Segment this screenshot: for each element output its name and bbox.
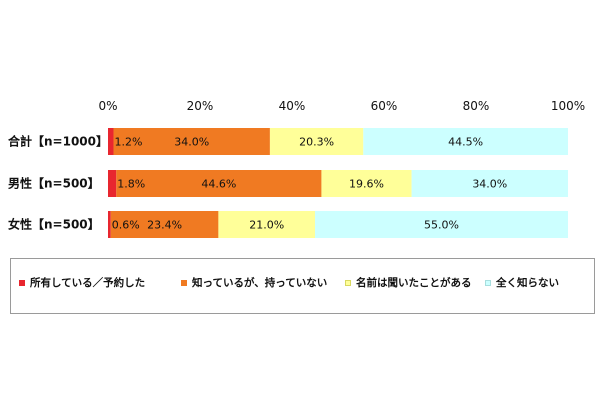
legend-item-known-not-owned: 知っているが、持っていない — [181, 275, 327, 290]
legend-label: 名前は聞いたことがある — [356, 277, 472, 289]
value-label: 19.6% — [349, 178, 384, 191]
value-label: 0.6% — [112, 219, 140, 232]
x-tick-label: 100% — [551, 99, 585, 113]
legend: 所有している／予約した 知っているが、持っていない 名前は聞いたことがある 全く… — [10, 258, 595, 314]
value-label: 23.4% — [147, 219, 182, 232]
bar-segment — [108, 170, 117, 197]
legend-swatch — [19, 279, 25, 286]
value-label: 1.2% — [115, 136, 143, 149]
legend-label: 知っているが、持っていない — [192, 277, 328, 289]
x-tick-label: 40% — [279, 99, 306, 113]
value-label: 44.5% — [448, 136, 483, 149]
value-label: 20.3% — [299, 136, 334, 149]
x-tick-label: 80% — [463, 99, 490, 113]
x-axis-ticks: 0% 20% 40% 60% 80% 100% — [98, 99, 585, 113]
bar-segment — [411, 170, 568, 197]
legend-label: 所有している／予約した — [30, 277, 146, 289]
value-label: 34.0% — [472, 178, 507, 191]
bar-segment — [110, 211, 219, 238]
category-label: 女性【n=500】 — [8, 217, 100, 232]
x-tick-label: 0% — [98, 99, 117, 113]
bar-segment — [321, 170, 412, 197]
legend-label: 全く知らない — [496, 277, 559, 289]
legend-swatch — [345, 279, 351, 286]
legend-swatch — [181, 279, 187, 286]
value-label: 34.0% — [174, 136, 209, 149]
bar-segment — [363, 128, 568, 155]
legend-item-owned: 所有している／予約した — [19, 275, 145, 290]
value-label: 1.8% — [117, 178, 145, 191]
bar-segment — [108, 211, 111, 238]
category-label: 合計【n=1000】 — [8, 134, 108, 149]
legend-item-unknown: 全く知らない — [485, 275, 559, 290]
bar-segment — [269, 128, 364, 155]
bar-segment — [315, 211, 568, 238]
x-tick-label: 60% — [371, 99, 398, 113]
value-label: 55.0% — [424, 219, 459, 232]
category-label: 男性【n=500】 — [8, 176, 100, 191]
value-labels: 1.2% 34.0% 20.3% 44.5% 1.8% 44.6% 19.6% 34.0% 0.… — [112, 136, 508, 232]
bar-segment — [116, 170, 322, 197]
bars — [108, 128, 568, 238]
bar-segment — [218, 211, 315, 238]
bar-segment — [113, 128, 270, 155]
legend-swatch — [485, 279, 491, 286]
legend-item-heard-name: 名前は聞いたことがある — [345, 275, 472, 290]
value-label: 44.6% — [201, 178, 236, 191]
x-tick-label: 20% — [187, 99, 214, 113]
value-label: 21.0% — [249, 219, 284, 232]
bar-segment — [108, 128, 114, 155]
category-labels: 合計【n=1000】男性【n=500】女性【n=500】 — [8, 134, 108, 232]
